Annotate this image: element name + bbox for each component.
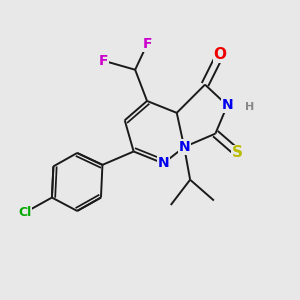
Text: Cl: Cl [19, 206, 32, 219]
Text: N: N [221, 98, 233, 112]
Text: F: F [99, 54, 109, 68]
Text: N: N [158, 156, 169, 170]
Text: S: S [232, 146, 243, 160]
Text: N: N [178, 140, 190, 154]
Text: F: F [142, 38, 152, 52]
Text: H: H [245, 102, 254, 112]
Text: O: O [213, 47, 226, 62]
